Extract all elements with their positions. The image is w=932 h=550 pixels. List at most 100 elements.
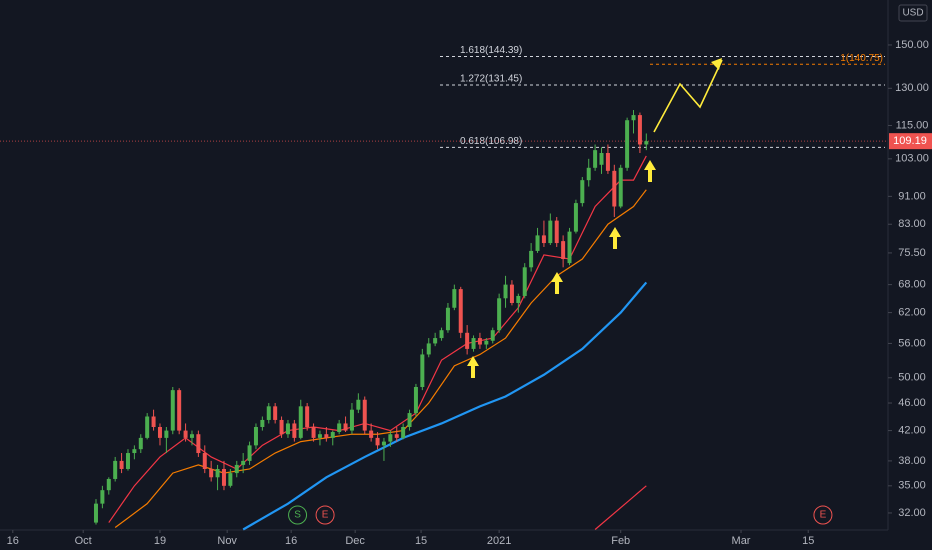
y-tick-label: 103.00 xyxy=(895,153,929,165)
candle-body xyxy=(375,437,380,446)
y-tick-label: 46.00 xyxy=(898,397,926,409)
candle-body xyxy=(484,340,489,345)
candle-body xyxy=(311,427,316,438)
y-tick-label: 35.00 xyxy=(898,480,926,492)
level-label: 1(140.75) xyxy=(840,53,883,64)
candle-body xyxy=(119,460,124,469)
y-tick-label: 91.00 xyxy=(898,190,926,202)
candle-body xyxy=(113,460,118,479)
level-label: 1.618(144.39) xyxy=(460,45,522,56)
level-label: 1.272(131.45) xyxy=(460,74,522,85)
arrows xyxy=(467,160,656,378)
x-tick-label: 2021 xyxy=(487,535,511,547)
candle-body xyxy=(426,343,431,355)
x-tick-label: Mar xyxy=(732,535,751,547)
candle-body xyxy=(343,423,348,431)
candle-body xyxy=(497,298,502,331)
candle-body xyxy=(273,406,278,420)
candle-body xyxy=(221,468,226,486)
candle-body xyxy=(420,354,425,387)
currency-box xyxy=(898,4,928,22)
candle-body xyxy=(433,338,438,344)
moving-average xyxy=(242,281,648,531)
candle-body xyxy=(298,406,303,438)
candle-body xyxy=(356,399,361,410)
candle-body xyxy=(247,445,252,461)
candle-body xyxy=(183,430,188,438)
candle-body xyxy=(631,115,636,121)
candle-body xyxy=(93,503,98,523)
candle-body xyxy=(196,434,201,454)
candle-body xyxy=(292,423,297,438)
up-arrow xyxy=(644,160,656,182)
candle-body xyxy=(177,390,182,431)
candle-body xyxy=(503,284,508,299)
candle-body xyxy=(593,150,598,168)
x-tick-label: 16 xyxy=(7,535,19,547)
plot-area: 1.618(144.39) 1(140.75) 1.272(131.45) 0.618… xyxy=(0,44,892,533)
candle-body xyxy=(381,441,386,446)
candle-body xyxy=(324,434,329,438)
candle-body xyxy=(637,115,642,145)
candle-body xyxy=(279,419,284,435)
candle-body xyxy=(209,468,214,478)
projection-arrowhead xyxy=(711,58,722,70)
candle-body xyxy=(189,434,194,438)
x-tick-label: 15 xyxy=(415,535,427,547)
candle-body xyxy=(215,468,220,478)
last-price-box xyxy=(889,133,932,150)
candle-body xyxy=(644,141,649,145)
candle-body xyxy=(349,409,354,431)
event-label: E xyxy=(820,510,827,521)
candle-body xyxy=(170,390,175,431)
candle-body xyxy=(599,153,604,165)
candle-body xyxy=(106,478,111,491)
event-marker xyxy=(813,505,833,525)
projection-path xyxy=(653,59,723,133)
y-tick-label: 56.00 xyxy=(898,337,926,349)
y-tick-label: 42.00 xyxy=(898,424,926,436)
candle-body xyxy=(241,460,246,465)
candle-body xyxy=(618,167,623,207)
candle-body xyxy=(605,153,610,171)
y-tick-label: 38.00 xyxy=(898,455,926,467)
candle-body xyxy=(260,419,265,428)
candle-body xyxy=(100,490,105,504)
y-tick-label: 150.00 xyxy=(895,39,929,51)
candle-body xyxy=(612,170,617,207)
candle-body xyxy=(413,386,418,414)
x-tick-label: Feb xyxy=(611,535,630,547)
candle-body xyxy=(228,473,233,486)
candle-body xyxy=(452,289,457,308)
candle-body xyxy=(266,406,271,420)
up-arrow xyxy=(609,227,621,249)
y-tick-label: 62.00 xyxy=(898,307,926,319)
x-tick-label: Oct xyxy=(75,535,92,547)
x-tick-label: 19 xyxy=(154,535,166,547)
x-tick-label: Dec xyxy=(345,535,365,547)
candle-body xyxy=(337,423,342,433)
event-label: S xyxy=(294,510,301,521)
currency-label: USD xyxy=(902,8,923,19)
y-tick-label: 32.00 xyxy=(898,507,926,519)
y-tick-label: 68.00 xyxy=(898,279,926,291)
candle-body xyxy=(573,203,578,232)
up-arrow xyxy=(551,272,563,294)
candle-body xyxy=(234,464,239,474)
candle-body xyxy=(138,437,143,450)
candle-body xyxy=(465,332,470,349)
candle-body xyxy=(369,430,374,438)
candle-body xyxy=(567,231,572,264)
event-marker xyxy=(315,505,335,525)
event-marker xyxy=(288,505,308,525)
candle-body xyxy=(509,284,514,303)
candle-body xyxy=(151,416,156,428)
candle-body xyxy=(202,453,207,469)
candle-body xyxy=(253,427,258,446)
candle-body xyxy=(164,430,169,438)
candle-body xyxy=(362,399,367,431)
candle-body xyxy=(445,307,450,331)
